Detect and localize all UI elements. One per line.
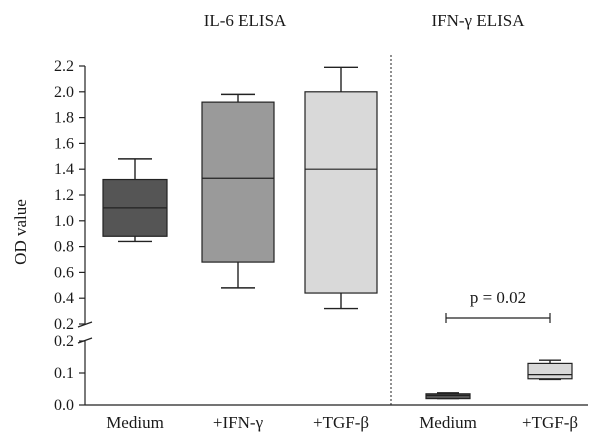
box-iqr: [527, 362, 573, 380]
box-0-0: [102, 158, 168, 243]
x-category-label: Medium: [106, 413, 164, 432]
y-tick-label-upper: 2.0: [54, 84, 74, 101]
y-tick-label-upper: 1.4: [54, 161, 74, 178]
x-category-label: Medium: [419, 413, 477, 432]
box-0-2: [304, 66, 378, 310]
y-tick-label-upper: 0.8: [54, 239, 74, 256]
y-tick-label-upper: 1.6: [54, 135, 74, 152]
box-iqr: [201, 101, 275, 263]
p-value-annotation: p = 0.02: [470, 288, 526, 307]
y-tick-label-upper: 0.4: [54, 290, 74, 307]
y-axis-label: OD value: [11, 199, 30, 265]
x-category-label: +IFN-γ: [213, 413, 264, 432]
y-tick-label-lower: 0.2: [54, 333, 74, 350]
box-iqr: [425, 393, 471, 400]
y-tick-label-upper: 2.2: [54, 58, 74, 75]
y-tick-label-lower: 0.1: [54, 365, 74, 382]
panel-title-il6: IL-6 ELISA: [204, 11, 287, 30]
y-tick-label-upper: 0.6: [54, 264, 74, 281]
x-category-label: +TGF-β: [522, 413, 578, 432]
box-1-1: [527, 359, 573, 381]
box-iqr: [304, 91, 378, 294]
x-category-label: +TGF-β: [313, 413, 369, 432]
y-tick-label-upper: 0.2: [54, 316, 74, 333]
panel-title-ifng: IFN-γ ELISA: [432, 11, 526, 30]
box-1-0: [425, 392, 471, 400]
y-tick-label-lower: 0.0: [54, 397, 74, 414]
y-tick-label-upper: 1.0: [54, 213, 74, 230]
y-tick-label-upper: 1.8: [54, 110, 74, 127]
y-tick-label-upper: 1.2: [54, 187, 74, 204]
significance-bracket: [445, 313, 551, 323]
box-0-1: [201, 93, 275, 289]
